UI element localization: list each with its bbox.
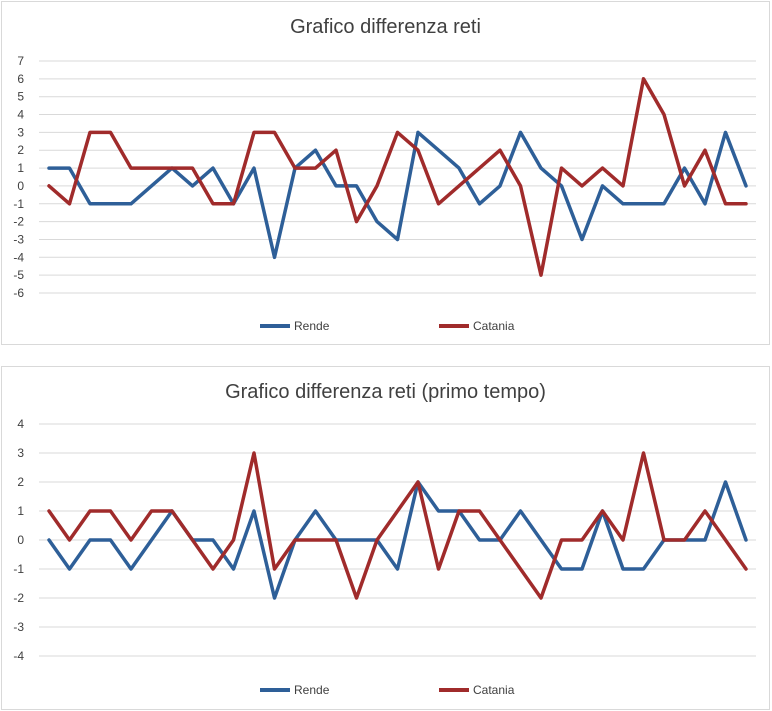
legend-item-catania: Catania — [439, 683, 514, 697]
y-tick-label: -5 — [13, 268, 24, 282]
y-tick-label: 6 — [17, 72, 24, 86]
y-tick-label: 3 — [17, 446, 24, 460]
y-tick-label: 2 — [17, 143, 24, 157]
legend-label-catania: Catania — [473, 683, 515, 697]
y-tick-label: -4 — [13, 250, 24, 264]
chart-legend: Rende Catania — [2, 319, 769, 335]
y-tick-label: 0 — [17, 179, 24, 193]
y-tick-label: 5 — [17, 90, 24, 104]
chart-differenza-reti-primo-tempo: Grafico differenza reti (primo tempo) -4… — [1, 366, 770, 710]
chart-title: Grafico differenza reti (primo tempo) — [225, 381, 546, 403]
legend-label-rende: Rende — [294, 683, 330, 697]
y-tick-label: -1 — [13, 197, 24, 211]
chart-plot-area: -6 -5 -4 -3 -2 -1 0 1 2 3 4 5 6 7 — [13, 54, 756, 300]
series-line-rende — [47, 130, 748, 260]
series-line-rende — [47, 480, 748, 600]
series-line-catania — [47, 451, 748, 600]
y-tick-label: -3 — [13, 232, 24, 246]
y-tick-label: -2 — [13, 591, 24, 605]
legend-swatch-rende — [260, 688, 290, 692]
y-tick-label: -6 — [13, 286, 24, 300]
y-tick-label: -2 — [13, 215, 24, 229]
y-tick-label: -4 — [13, 649, 24, 663]
y-tick-label: 4 — [17, 417, 24, 431]
y-tick-label: -3 — [13, 620, 24, 634]
y-tick-label: 2 — [17, 475, 24, 489]
y-tick-label: -1 — [13, 562, 24, 576]
chart-differenza-reti: Grafico differenza reti -6 -5 -4 -3 -2 -1 0 1 2 3… — [1, 1, 770, 345]
legend-swatch-rende — [260, 324, 290, 328]
chart-plot-area: -4 -3 -2 -1 0 1 2 3 4 — [13, 417, 756, 663]
y-tick-label: 7 — [17, 54, 24, 68]
y-tick-label: 4 — [17, 108, 24, 122]
legend-item-rende: Rende — [260, 683, 329, 697]
chart-legend: Rende Catania — [2, 683, 769, 699]
chart-title: Grafico differenza reti — [290, 16, 481, 38]
y-tick-label: 1 — [17, 504, 24, 518]
y-tick-label: 3 — [17, 125, 24, 139]
y-tick-label: 0 — [17, 533, 24, 547]
legend-swatch-catania — [439, 324, 469, 328]
legend-item-rende: Rende — [260, 319, 329, 333]
legend-label-rende: Rende — [294, 319, 330, 333]
legend-swatch-catania — [439, 688, 469, 692]
y-tick-label: 1 — [17, 161, 24, 175]
legend-item-catania: Catania — [439, 319, 514, 333]
legend-label-catania: Catania — [473, 319, 515, 333]
series-line-catania — [47, 77, 748, 277]
